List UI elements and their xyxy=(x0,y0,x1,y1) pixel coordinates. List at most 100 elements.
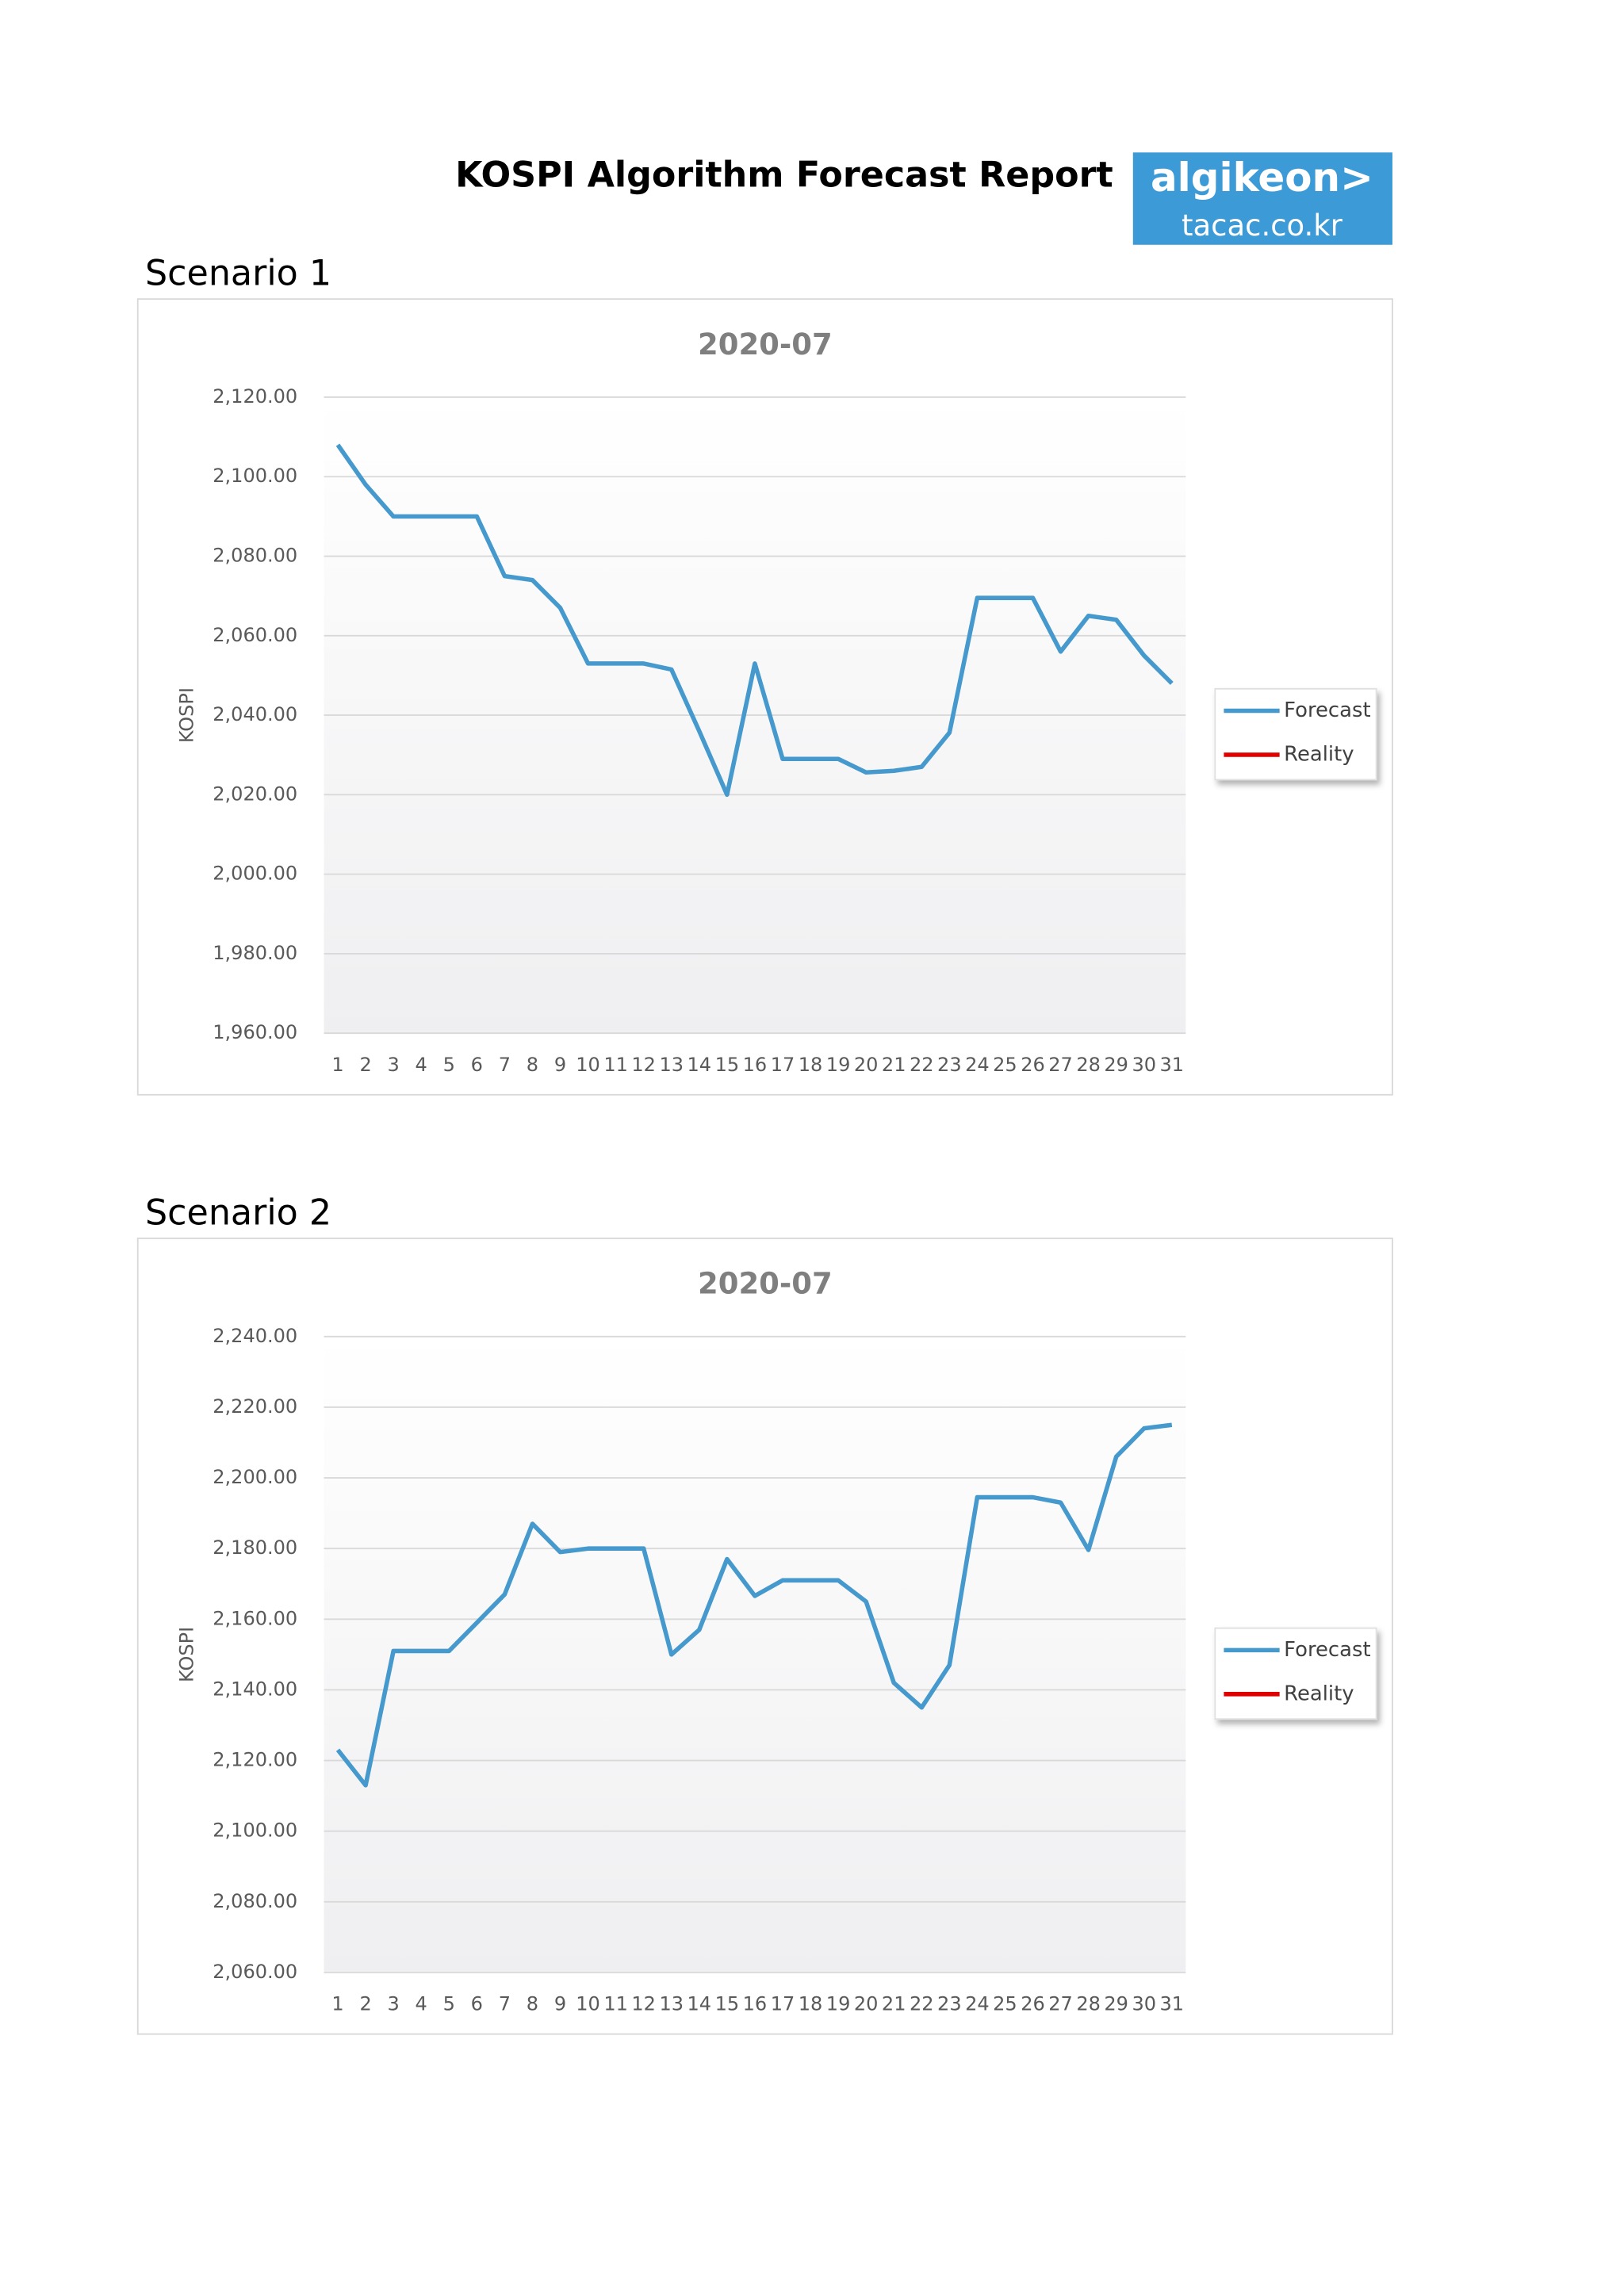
y-tick-label: 2,240.00 xyxy=(213,1325,297,1347)
x-tick-label: 9 xyxy=(554,1054,566,1076)
x-tick-label: 8 xyxy=(527,1993,538,2015)
x-tick-label: 30 xyxy=(1132,1993,1156,2015)
x-tick-label: 18 xyxy=(799,1993,823,2015)
y-tick-label: 2,160.00 xyxy=(213,1607,297,1629)
x-tick-label: 19 xyxy=(826,1054,851,1076)
x-tick-label: 29 xyxy=(1104,1054,1128,1076)
x-tick-label: 21 xyxy=(882,1054,906,1076)
chart-title: 2020-07 xyxy=(698,1267,833,1301)
x-tick-label: 12 xyxy=(631,1054,656,1076)
y-tick-label: 2,120.00 xyxy=(213,1749,297,1771)
x-tick-label: 15 xyxy=(715,1054,740,1076)
logo-name: algikeon> xyxy=(1151,155,1373,201)
x-tick-label: 31 xyxy=(1160,1993,1185,2015)
y-tick-label: 2,200.00 xyxy=(213,1466,297,1488)
x-tick-label: 23 xyxy=(937,1054,962,1076)
y-axis-label: KOSPI xyxy=(176,1627,198,1682)
x-tick-label: 31 xyxy=(1160,1054,1185,1076)
x-tick-label: 13 xyxy=(659,1993,684,2015)
x-tick-label: 26 xyxy=(1021,1993,1045,2015)
x-tick-label: 6 xyxy=(471,1054,483,1076)
x-tick-label: 9 xyxy=(554,1993,566,2015)
y-tick-label: 2,080.00 xyxy=(213,1890,297,1912)
x-tick-label: 3 xyxy=(387,1993,399,2015)
x-tick-label: 22 xyxy=(910,1993,934,2015)
x-tick-label: 16 xyxy=(743,1993,768,2015)
x-tick-label: 14 xyxy=(688,1054,712,1076)
x-tick-label: 19 xyxy=(826,1993,851,2015)
x-tick-label: 26 xyxy=(1021,1054,1045,1076)
x-tick-label: 30 xyxy=(1132,1054,1156,1076)
y-tick-label: 2,000.00 xyxy=(213,863,297,885)
x-tick-label: 23 xyxy=(937,1993,962,2015)
chart-title: 2020-07 xyxy=(698,327,833,362)
logo xyxy=(1132,152,1392,245)
legend-box xyxy=(1214,1627,1377,1720)
x-tick-label: 7 xyxy=(499,1054,511,1076)
section-label: Scenario 1 xyxy=(145,254,331,294)
x-tick-label: 2 xyxy=(359,1054,371,1076)
x-tick-label: 15 xyxy=(715,1993,740,2015)
x-tick-label: 20 xyxy=(854,1993,879,2015)
y-tick-label: 2,020.00 xyxy=(213,783,297,805)
x-tick-label: 24 xyxy=(965,1993,990,2015)
legend-box xyxy=(1214,687,1377,781)
x-tick-label: 8 xyxy=(527,1054,538,1076)
legend-label: Reality xyxy=(1284,742,1354,766)
y-tick-label: 2,060.00 xyxy=(213,624,297,646)
x-tick-label: 20 xyxy=(854,1054,879,1076)
y-tick-label: 1,980.00 xyxy=(213,942,297,964)
x-tick-label: 1 xyxy=(331,1993,343,2015)
x-tick-label: 24 xyxy=(965,1054,990,1076)
x-tick-label: 13 xyxy=(659,1054,684,1076)
x-tick-label: 4 xyxy=(416,1993,427,2015)
x-tick-label: 17 xyxy=(771,1054,795,1076)
x-tick-label: 29 xyxy=(1104,1993,1128,2015)
y-tick-label: 2,220.00 xyxy=(213,1395,297,1418)
legend-label: Reality xyxy=(1284,1682,1354,1705)
x-tick-label: 25 xyxy=(993,1993,1017,2015)
report-title: KOSPI Algorithm Forecast Report xyxy=(455,155,1113,196)
x-tick-label: 27 xyxy=(1048,1993,1073,2015)
x-tick-label: 7 xyxy=(499,1993,511,2015)
y-tick-label: 2,080.00 xyxy=(213,545,297,567)
x-tick-label: 10 xyxy=(576,1054,600,1076)
y-axis-label: KOSPI xyxy=(176,687,198,743)
x-tick-label: 17 xyxy=(771,1993,795,2015)
y-tick-label: 2,100.00 xyxy=(213,1820,297,1842)
section-label: Scenario 2 xyxy=(145,1192,331,1233)
x-tick-label: 11 xyxy=(603,1054,628,1076)
x-tick-label: 22 xyxy=(910,1054,934,1076)
x-tick-label: 28 xyxy=(1076,1993,1101,2015)
x-tick-label: 25 xyxy=(993,1054,1017,1076)
x-tick-label: 2 xyxy=(359,1993,371,2015)
x-tick-label: 10 xyxy=(576,1993,600,2015)
x-tick-label: 21 xyxy=(882,1993,906,2015)
y-tick-label: 2,040.00 xyxy=(213,703,297,725)
y-tick-label: 2,060.00 xyxy=(213,1961,297,1983)
x-tick-label: 28 xyxy=(1076,1054,1101,1076)
x-tick-label: 16 xyxy=(743,1054,768,1076)
legend-label: Forecast xyxy=(1284,1638,1370,1662)
logo-site: tacac.co.kr xyxy=(1182,209,1343,243)
x-tick-label: 11 xyxy=(603,1993,628,2015)
x-tick-label: 3 xyxy=(387,1054,399,1076)
x-tick-label: 1 xyxy=(331,1054,343,1076)
y-tick-label: 2,120.00 xyxy=(213,385,297,408)
legend-label: Forecast xyxy=(1284,698,1370,722)
y-tick-label: 2,180.00 xyxy=(213,1536,297,1559)
x-tick-label: 27 xyxy=(1048,1054,1073,1076)
data-line xyxy=(335,1422,1173,1788)
plot-area xyxy=(324,1336,1186,1973)
x-tick-label: 5 xyxy=(443,1993,455,2015)
x-tick-label: 14 xyxy=(688,1993,712,2015)
y-tick-label: 2,100.00 xyxy=(213,465,297,487)
y-tick-label: 2,140.00 xyxy=(213,1678,297,1700)
x-tick-label: 12 xyxy=(631,1993,656,2015)
x-tick-label: 5 xyxy=(443,1054,455,1076)
x-tick-label: 6 xyxy=(471,1993,483,2015)
x-tick-label: 4 xyxy=(416,1054,427,1076)
y-tick-label: 1,960.00 xyxy=(213,1021,297,1043)
data-line xyxy=(335,443,1174,798)
